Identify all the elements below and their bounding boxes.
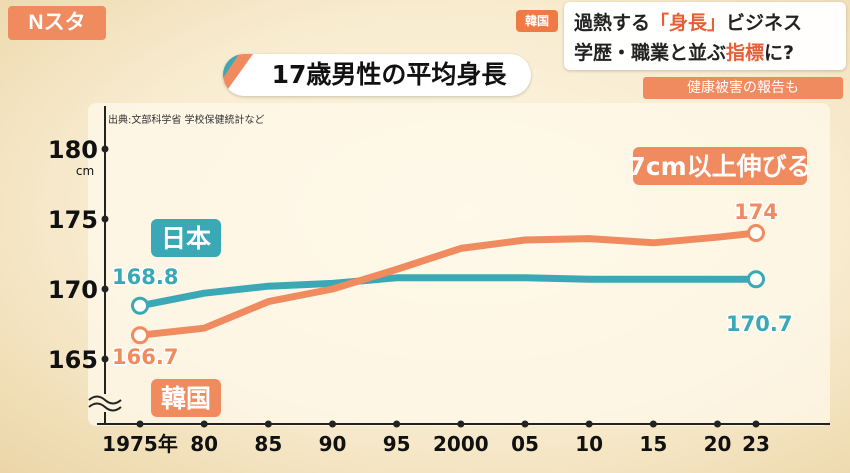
y-tick-dot xyxy=(101,145,109,153)
y-tick-label: 180 xyxy=(48,136,98,164)
sub-headline: 健康被害の報告も xyxy=(643,77,843,99)
x-tick-label: 15 xyxy=(639,432,667,456)
legend-japan-label: 日本 xyxy=(161,224,211,253)
japan-end-marker xyxy=(747,270,765,289)
y-axis-unit: cm xyxy=(76,164,94,178)
x-tick-label: 85 xyxy=(254,432,282,456)
x-tick-label: 2000 xyxy=(433,432,489,456)
x-tick-dot xyxy=(714,420,721,428)
annotation-badge: 7cm以上伸びる xyxy=(628,147,812,185)
headline-1-pre: 過熱する xyxy=(574,12,651,34)
x-tick-label: 95 xyxy=(383,432,411,456)
legend-korea-bg xyxy=(151,379,221,417)
legend-japan: 日本 xyxy=(151,219,221,257)
x-tick-label: 10 xyxy=(575,432,603,456)
x-tick-dot xyxy=(649,420,657,428)
x-tick-dot xyxy=(393,420,401,428)
annotation-badge-bg xyxy=(633,147,807,185)
title-corner-accent xyxy=(223,54,239,78)
legend-japan-bg xyxy=(151,219,221,257)
headline-2-accent: 指標 xyxy=(726,42,765,64)
y-tick-label: 165 xyxy=(48,346,98,374)
x-tick-label: 05 xyxy=(511,432,539,456)
x-tick-label: 23 xyxy=(742,432,770,456)
korea-start-marker xyxy=(131,326,149,345)
headline-1-accent: 「身長」 xyxy=(650,12,727,34)
headline-2-pre: 学歴・職業と並ぶ xyxy=(574,42,727,64)
axis-break-mark xyxy=(88,395,122,405)
country-tag: 韓国 xyxy=(516,10,558,32)
x-tick-dot xyxy=(752,420,760,428)
y-tick-label: 175 xyxy=(48,206,98,234)
annotation-badge-label: 7cm以上伸びる xyxy=(628,152,811,181)
x-tick-dot xyxy=(329,420,336,428)
korea-start-label: 166.7 xyxy=(112,345,178,369)
y-tick-label: 170 xyxy=(48,276,98,304)
program-logo: Nスタ xyxy=(8,6,106,40)
japan-start-label: 168.8 xyxy=(112,265,178,289)
x-tick-dot xyxy=(521,420,529,428)
chart-title-box: 17歳男性の平均身長 xyxy=(223,54,531,96)
x-tick-dot xyxy=(457,420,465,428)
x-tick-label: 80 xyxy=(190,432,218,456)
chart-source: 出典:文部科学省 学校保健統計など xyxy=(108,115,265,126)
x-tick-label: 1975年 xyxy=(102,432,178,456)
y-tick-dot xyxy=(101,215,109,223)
korea-end-label: 174 xyxy=(734,200,778,224)
chart-title: 17歳男性の平均身長 xyxy=(271,60,507,89)
japan-end-label: 170.7 xyxy=(726,312,792,336)
x-tick-label: 90 xyxy=(319,432,347,456)
legend-korea: 韓国 xyxy=(151,379,221,417)
headline-1-post: ビジネス xyxy=(726,12,803,34)
korea-end-marker xyxy=(747,224,765,242)
x-tick-dot xyxy=(585,420,593,428)
y-tick-dot xyxy=(101,285,109,293)
series-line-korea xyxy=(136,229,760,339)
x-tick-dot xyxy=(264,420,272,428)
japan-start-marker xyxy=(131,296,149,315)
axis-break-mark xyxy=(88,402,122,412)
x-tick-dot xyxy=(200,420,208,428)
headline-box: 過熱する「身長」ビジネス 学歴・職業と並ぶ指標に? xyxy=(564,2,846,70)
headline-line-2: 学歴・職業と並ぶ指標に? xyxy=(574,38,794,65)
legend-korea-label: 韓国 xyxy=(161,384,211,413)
series-line-japan xyxy=(136,274,760,310)
headline-2-post: に? xyxy=(764,42,795,64)
headline-line-1: 過熱する「身長」ビジネス xyxy=(574,8,802,35)
y-tick-dot xyxy=(101,355,109,363)
x-tick-label: 20 xyxy=(704,432,732,456)
x-tick-dot xyxy=(136,420,144,428)
